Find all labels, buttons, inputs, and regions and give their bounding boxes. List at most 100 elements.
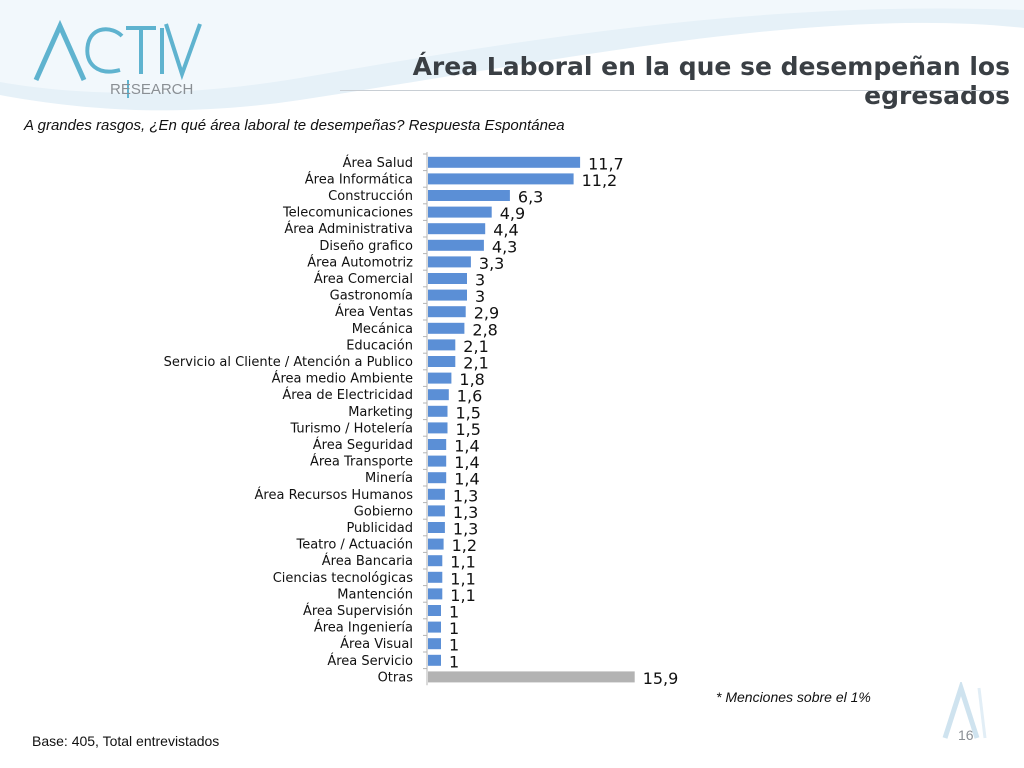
category-label: Área Automotriz <box>307 254 413 270</box>
category-label: Área Seguridad <box>313 437 413 453</box>
category-label: Área Transporte <box>310 454 413 470</box>
category-label: Área Bancaria <box>322 553 413 569</box>
category-label: Mantención <box>337 587 413 602</box>
bar <box>428 190 510 201</box>
value-label: 1 <box>449 603 459 622</box>
value-label: 6,3 <box>518 188 543 207</box>
bar <box>428 372 452 384</box>
category-label: Minería <box>365 471 413 486</box>
value-label: 2,1 <box>463 354 488 373</box>
bar <box>428 322 465 334</box>
value-label: 4,3 <box>492 237 517 256</box>
value-label: 1 <box>449 619 459 638</box>
bar <box>428 405 448 417</box>
value-label: 4,9 <box>500 204 525 223</box>
value-label: 1,4 <box>454 437 479 456</box>
category-label: Publicidad <box>346 521 413 536</box>
bar <box>428 654 441 666</box>
category-label: Área Comercial <box>314 271 413 287</box>
bar <box>428 356 456 367</box>
category-label: Área Supervisión <box>303 603 413 619</box>
category-label: Gobierno <box>354 504 413 519</box>
category-label: Área Ventas <box>335 304 413 320</box>
page-title: Área Laboral en la que se desempeñan los… <box>412 52 1010 110</box>
footnote: * Menciones sobre el 1% <box>716 689 871 705</box>
bar <box>428 173 574 185</box>
category-label: Ciencias tecnológicas <box>273 571 414 586</box>
bar <box>428 588 443 600</box>
bar <box>428 571 443 583</box>
bar <box>428 223 486 235</box>
header-swoosh <box>0 0 1024 111</box>
value-label: 1 <box>449 636 459 655</box>
category-label: Gastronomía <box>330 289 413 304</box>
value-label: 1,4 <box>454 453 479 472</box>
bar <box>428 389 449 401</box>
category-label: Área Ingeniería <box>314 620 413 636</box>
category-label: Área Administrativa <box>284 221 413 237</box>
value-label: 11,7 <box>588 154 624 173</box>
bar <box>428 273 467 284</box>
value-label: 1,5 <box>456 420 481 439</box>
bar <box>428 638 441 650</box>
logo-sub: RESEARCH <box>110 81 193 98</box>
bar <box>428 538 444 550</box>
value-label: 1 <box>449 652 459 671</box>
bar <box>428 505 445 517</box>
value-label: 11,2 <box>582 171 618 190</box>
value-label: 1,8 <box>459 370 484 389</box>
value-label: 1,6 <box>457 387 482 406</box>
title-divider <box>340 90 1004 91</box>
category-label: Área de Electricidad <box>282 387 413 403</box>
value-label: 1,5 <box>456 403 481 422</box>
value-label: 1,1 <box>450 569 475 588</box>
value-label: 3,3 <box>479 254 504 273</box>
bar <box>428 488 445 500</box>
category-label: Área medio Ambiente <box>272 371 413 387</box>
value-label: 1,3 <box>453 486 478 505</box>
activa-logo: RESEARCH <box>33 19 202 98</box>
bar <box>428 522 445 533</box>
bar <box>428 206 492 218</box>
category-label: Turismo / Hotelería <box>289 421 413 436</box>
category-label: Área Recursos Humanos <box>255 487 414 503</box>
category-label: Área Salud <box>343 155 413 171</box>
bar <box>428 472 447 484</box>
value-label: 1,3 <box>453 520 478 539</box>
category-label: Construcción <box>328 189 413 204</box>
category-label: Diseño grafico <box>319 239 413 254</box>
value-label: 15,9 <box>643 669 679 688</box>
category-label: Área Informática <box>305 171 413 187</box>
bar <box>428 422 448 434</box>
value-label: 1,3 <box>453 503 478 522</box>
category-label: Área Visual <box>340 636 413 652</box>
value-label: 1,1 <box>450 553 475 572</box>
bar <box>428 621 441 633</box>
base-note: Base: 405, Total entrevistados <box>32 733 220 749</box>
value-label: 2,9 <box>474 304 499 323</box>
category-label: Teatro / Actuación <box>295 538 413 553</box>
bar <box>428 555 443 567</box>
page-number: 16 <box>958 727 974 743</box>
bar <box>428 289 467 301</box>
category-label: Telecomunicaciones <box>282 206 413 221</box>
value-label: 2,8 <box>472 320 497 339</box>
category-label: Servicio al Cliente / Atención a Publico <box>164 355 413 370</box>
bar <box>428 239 484 251</box>
value-label: 1,1 <box>450 586 475 605</box>
bar <box>428 439 447 450</box>
value-label: 3 <box>475 287 485 306</box>
category-label: Área Servicio <box>327 653 413 669</box>
value-label: 2,1 <box>463 337 488 356</box>
bar <box>428 605 441 616</box>
category-label: Mecánica <box>352 322 413 337</box>
value-label: 1,4 <box>454 470 479 489</box>
value-label: 3 <box>475 271 485 290</box>
value-label: 1,2 <box>452 536 477 555</box>
bar <box>428 306 466 318</box>
survey-question: A grandes rasgos, ¿En qué área laboral t… <box>24 117 565 134</box>
value-label: 4,4 <box>493 221 518 240</box>
bar <box>428 156 581 168</box>
category-label: Marketing <box>348 405 413 420</box>
